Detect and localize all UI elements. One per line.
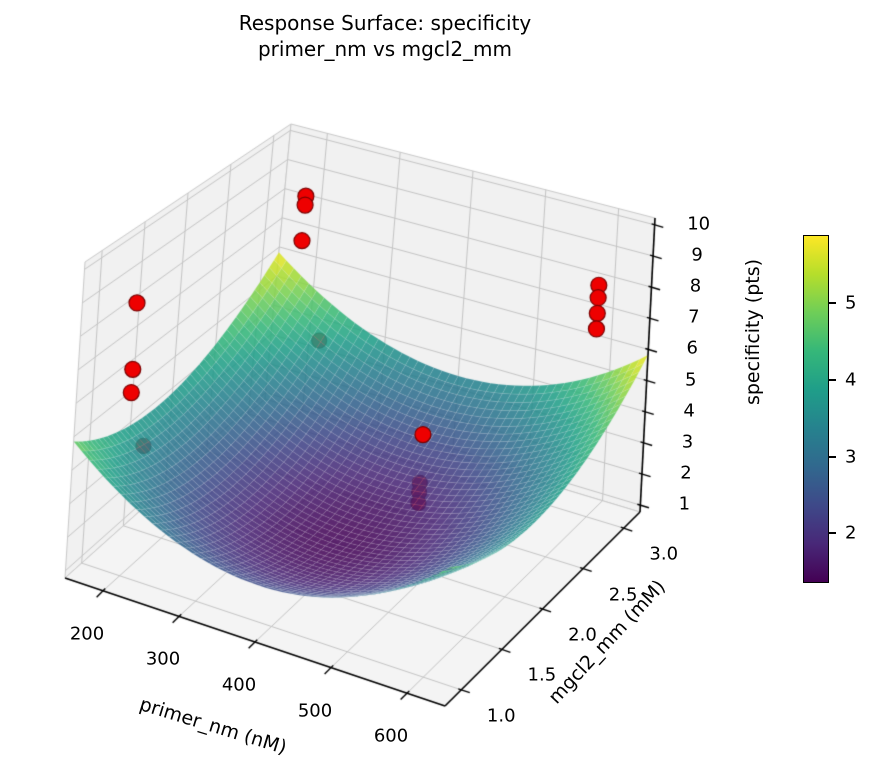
- z-tick-label: 3: [681, 431, 694, 453]
- z-tick-label: 5: [684, 369, 697, 391]
- y-tick-label: 2.5: [608, 584, 638, 606]
- z-tick-label: 6: [686, 337, 699, 359]
- y-tick-label: 1.0: [486, 705, 516, 727]
- z-tick-label: 7: [688, 306, 700, 328]
- colorbar-tick-label: 4: [845, 369, 857, 391]
- y-tick-label: 1.5: [527, 664, 557, 686]
- colorbar-tick-label: 2: [845, 522, 857, 544]
- colorbar-tick-label: 5: [845, 292, 857, 314]
- colorbar-tickmark: [829, 302, 836, 305]
- colorbar-tickmark: [829, 378, 836, 381]
- colorbar-tickmark: [829, 455, 836, 458]
- chart-title-line2: primer_nm vs mgcl2_mm: [257, 37, 513, 61]
- z-tick-label: 10: [687, 213, 711, 235]
- colorbar-tick-label: 3: [845, 446, 857, 468]
- x-tick-label: 500: [297, 700, 333, 722]
- y-tick-label: 3.0: [649, 543, 679, 565]
- z-tick-label: 4: [683, 400, 695, 422]
- colorbar: [803, 235, 829, 583]
- x-tick-label: 300: [145, 648, 181, 670]
- z-tick-label: 1: [678, 493, 691, 515]
- z-tick-label: 2: [680, 462, 692, 484]
- z-tick-label: 9: [691, 244, 703, 266]
- chart-title: Response Surface: specificity primer_nm …: [0, 10, 770, 62]
- y-tick-label: 2.0: [568, 624, 597, 646]
- x-tick-label: 200: [69, 623, 105, 645]
- z-tick-label: 8: [689, 275, 702, 297]
- x-tick-label: 600: [373, 725, 409, 747]
- colorbar-tickmark: [829, 532, 836, 535]
- z-axis-label: specificity (pts): [742, 258, 764, 406]
- chart-title-line1: Response Surface: specificity: [238, 11, 532, 35]
- x-tick-label: 400: [221, 674, 257, 696]
- colorbar-gradient: [804, 236, 828, 582]
